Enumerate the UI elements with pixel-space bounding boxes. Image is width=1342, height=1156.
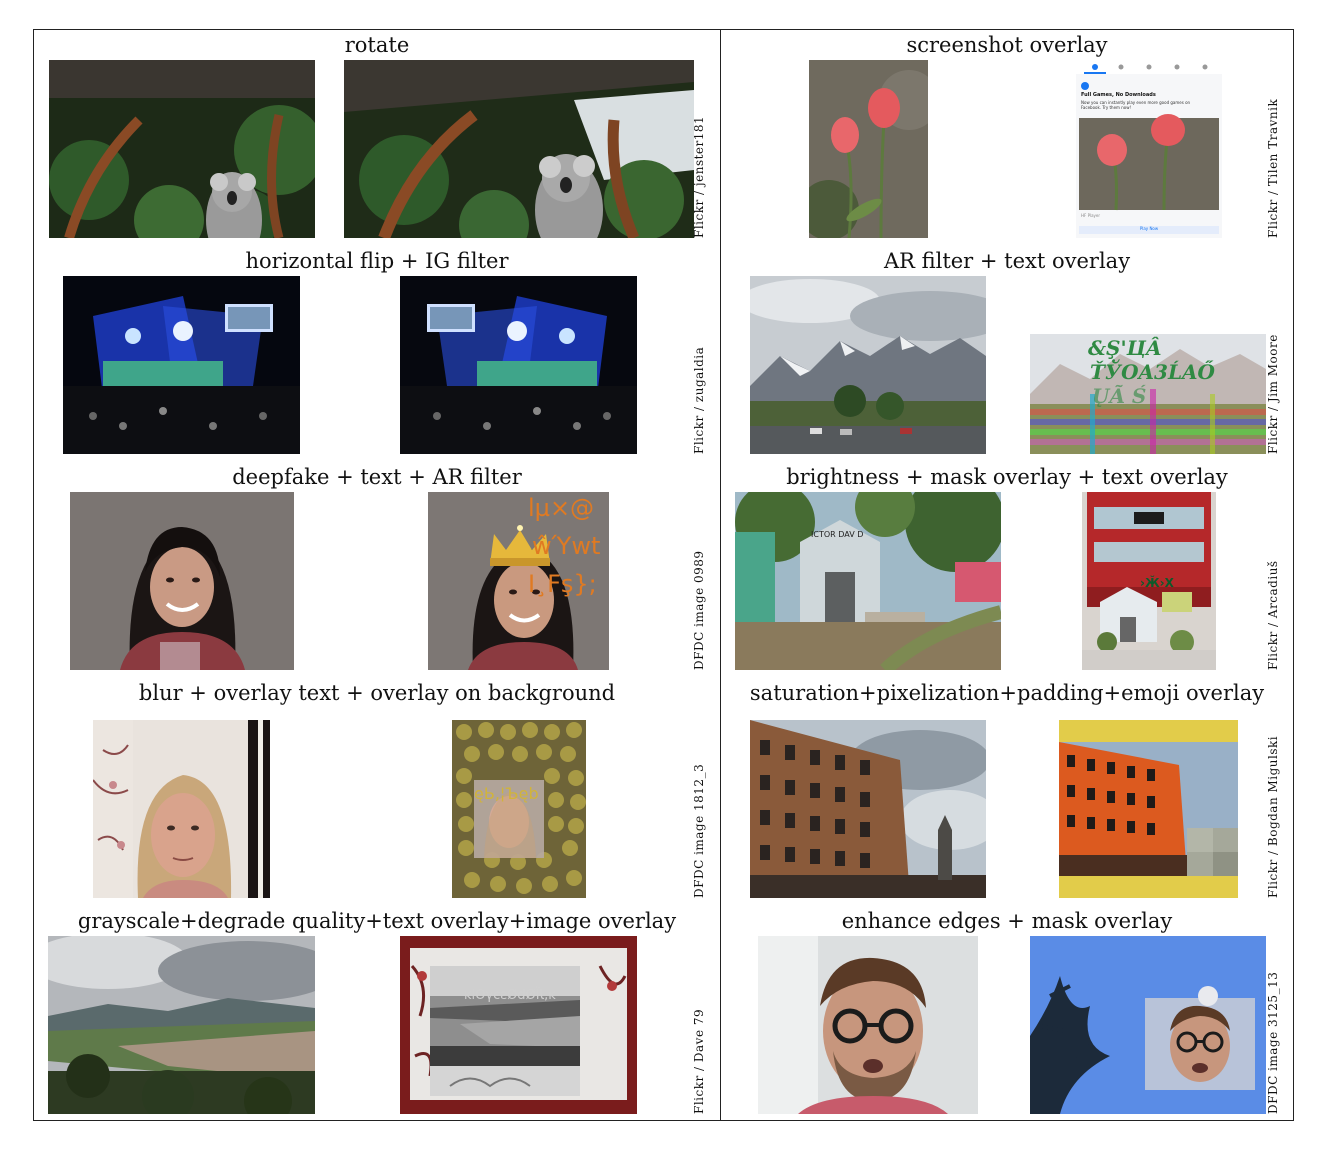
rotate-augmented-image (344, 60, 694, 238)
screenshot-original-image (809, 60, 928, 238)
credit-deepfake: DFDC image 0989 (692, 550, 706, 670)
caption-saturation: saturation+pixelization+padding+emoji ov… (749, 681, 1265, 705)
figure-frame (33, 29, 1294, 1121)
credit-rotate: Flickr / jenster181 (692, 115, 706, 238)
blur-overlay-text: ęЬ,¦Ъęb (474, 784, 539, 803)
saturation-augmented-image (1059, 720, 1238, 898)
rotate-original-image (49, 60, 315, 238)
caption-grayscale: grayscale+degrade quality+text overlay+i… (77, 909, 677, 933)
brightness-sign-text: ICTOR DAV D (811, 530, 864, 539)
deepfake-overlay-text-3: I¸Fş}; (528, 570, 597, 598)
column-divider (720, 29, 721, 1121)
flip-original-image (63, 276, 300, 454)
caption-horizontal-flip: horizontal flip + IG filter (245, 249, 509, 273)
flip-augmented-image (400, 276, 637, 454)
screenshot-ui-footer: HF Player (1081, 213, 1101, 218)
caption-blur: blur + overlay text + overlay on backgro… (138, 681, 616, 705)
credit-saturation: Flickr / Bogdan Migulski (1266, 735, 1280, 898)
credit-screenshot-overlay: Flickr / Tilen Travnik (1266, 98, 1280, 238)
credit-grayscale: Flickr / Dave 79 (692, 1008, 706, 1114)
grayscale-overlay-text: ĸlOγєƨØdØЇƖ,ĸ (464, 988, 556, 1003)
ar-overlay-text-3: ŲÃ Ś (1092, 384, 1147, 408)
grayscale-augmented-image: ĸlOγєƨØdØЇƖ,ĸ (400, 936, 637, 1114)
credit-blur: DFDC image 1812_3 (692, 763, 706, 898)
caption-brightness: brightness + mask overlay + text overlay (786, 465, 1228, 489)
saturation-original-image (750, 720, 986, 898)
screenshot-ui-button: Play Now (1139, 226, 1159, 231)
credit-ar-filter: Flickr / Jim Moore (1266, 334, 1280, 454)
credit-horizontal-flip: Flickr / zugaldia (692, 346, 706, 454)
enhance-original-image (758, 936, 978, 1114)
caption-ar-filter: AR filter + text overlay (883, 249, 1131, 273)
brightness-overlay-text: ›Ӂ›X (1140, 576, 1174, 590)
deepfake-augmented-image: lµ×@ ŵΎwt I¸Fş}; (428, 492, 609, 670)
credit-enhance-edges: DFDC image 3125_13 (1266, 971, 1280, 1114)
ar-original-image (750, 276, 986, 454)
screenshot-ui-body: Now you can instantly play even more goo… (1081, 100, 1191, 110)
caption-deepfake: deepfake + text + AR filter (232, 465, 522, 489)
ar-overlay-text-1: &Ş'ЦÂ (1088, 336, 1162, 360)
deepfake-overlay-text-1: lµ×@ (528, 494, 595, 522)
blur-augmented-image: ęЬ,¦Ъęb (452, 720, 586, 898)
deepfake-original-image (70, 492, 294, 670)
brightness-augmented-image: ›Ӂ›X (1082, 492, 1216, 670)
caption-enhance-edges: enhance edges + mask overlay (841, 909, 1173, 933)
ar-overlay-text-2: ŤЎOA3ĹAŐ (1090, 360, 1215, 384)
caption-screenshot-overlay: screenshot overlay (906, 33, 1108, 57)
caption-rotate: rotate (344, 33, 410, 57)
brightness-original-image: ICTOR DAV D (735, 492, 1001, 670)
blur-original-image (93, 720, 270, 898)
credit-brightness: Flickr / Arcadiuš (1266, 560, 1280, 670)
grayscale-original-image (48, 936, 315, 1114)
deepfake-overlay-text-2: ŵΎwt (532, 532, 601, 560)
ar-augmented-image: &Ş'ЦÂ ŤЎOA3ĹAŐ ŲÃ Ś (1030, 334, 1266, 454)
screenshot-ui-heading: Full Games, No Downloads (1081, 92, 1156, 98)
enhance-augmented-image (1030, 936, 1266, 1114)
screenshot-augmented-image: Full Games, No Downloads Now you can ins… (1076, 60, 1222, 238)
